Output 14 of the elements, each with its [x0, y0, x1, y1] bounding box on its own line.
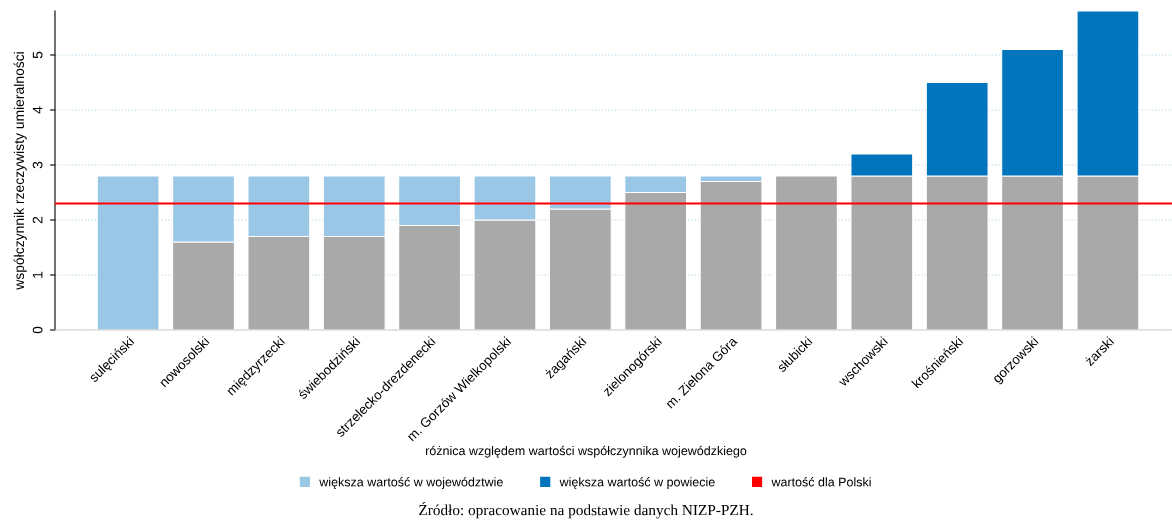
legend-label: większa wartość w województwie: [319, 477, 503, 489]
y-tick-label: 5: [32, 51, 43, 59]
y-tick-label: 0: [32, 326, 43, 334]
legend-label: wartość dla Polski: [771, 477, 871, 487]
y-tick-label: 1: [32, 271, 43, 278]
bar: [96, 175, 160, 330]
y-axis-title: współczynnik rzeczywisty umieralności: [13, 52, 27, 290]
y-tick-label: 3: [32, 161, 43, 169]
y-tick-label: 2: [32, 216, 43, 224]
legend-title: różnica względem wartości współczynnika wojewódzkiego: [426, 445, 747, 458]
text: Źródło: opracowanie na podstawie danych NIZP-PZH.: [419, 502, 753, 519]
y-tick-label: 4: [32, 106, 43, 114]
bar: [774, 175, 838, 330]
legend-label: większa wartość w powiecie: [559, 477, 715, 489]
